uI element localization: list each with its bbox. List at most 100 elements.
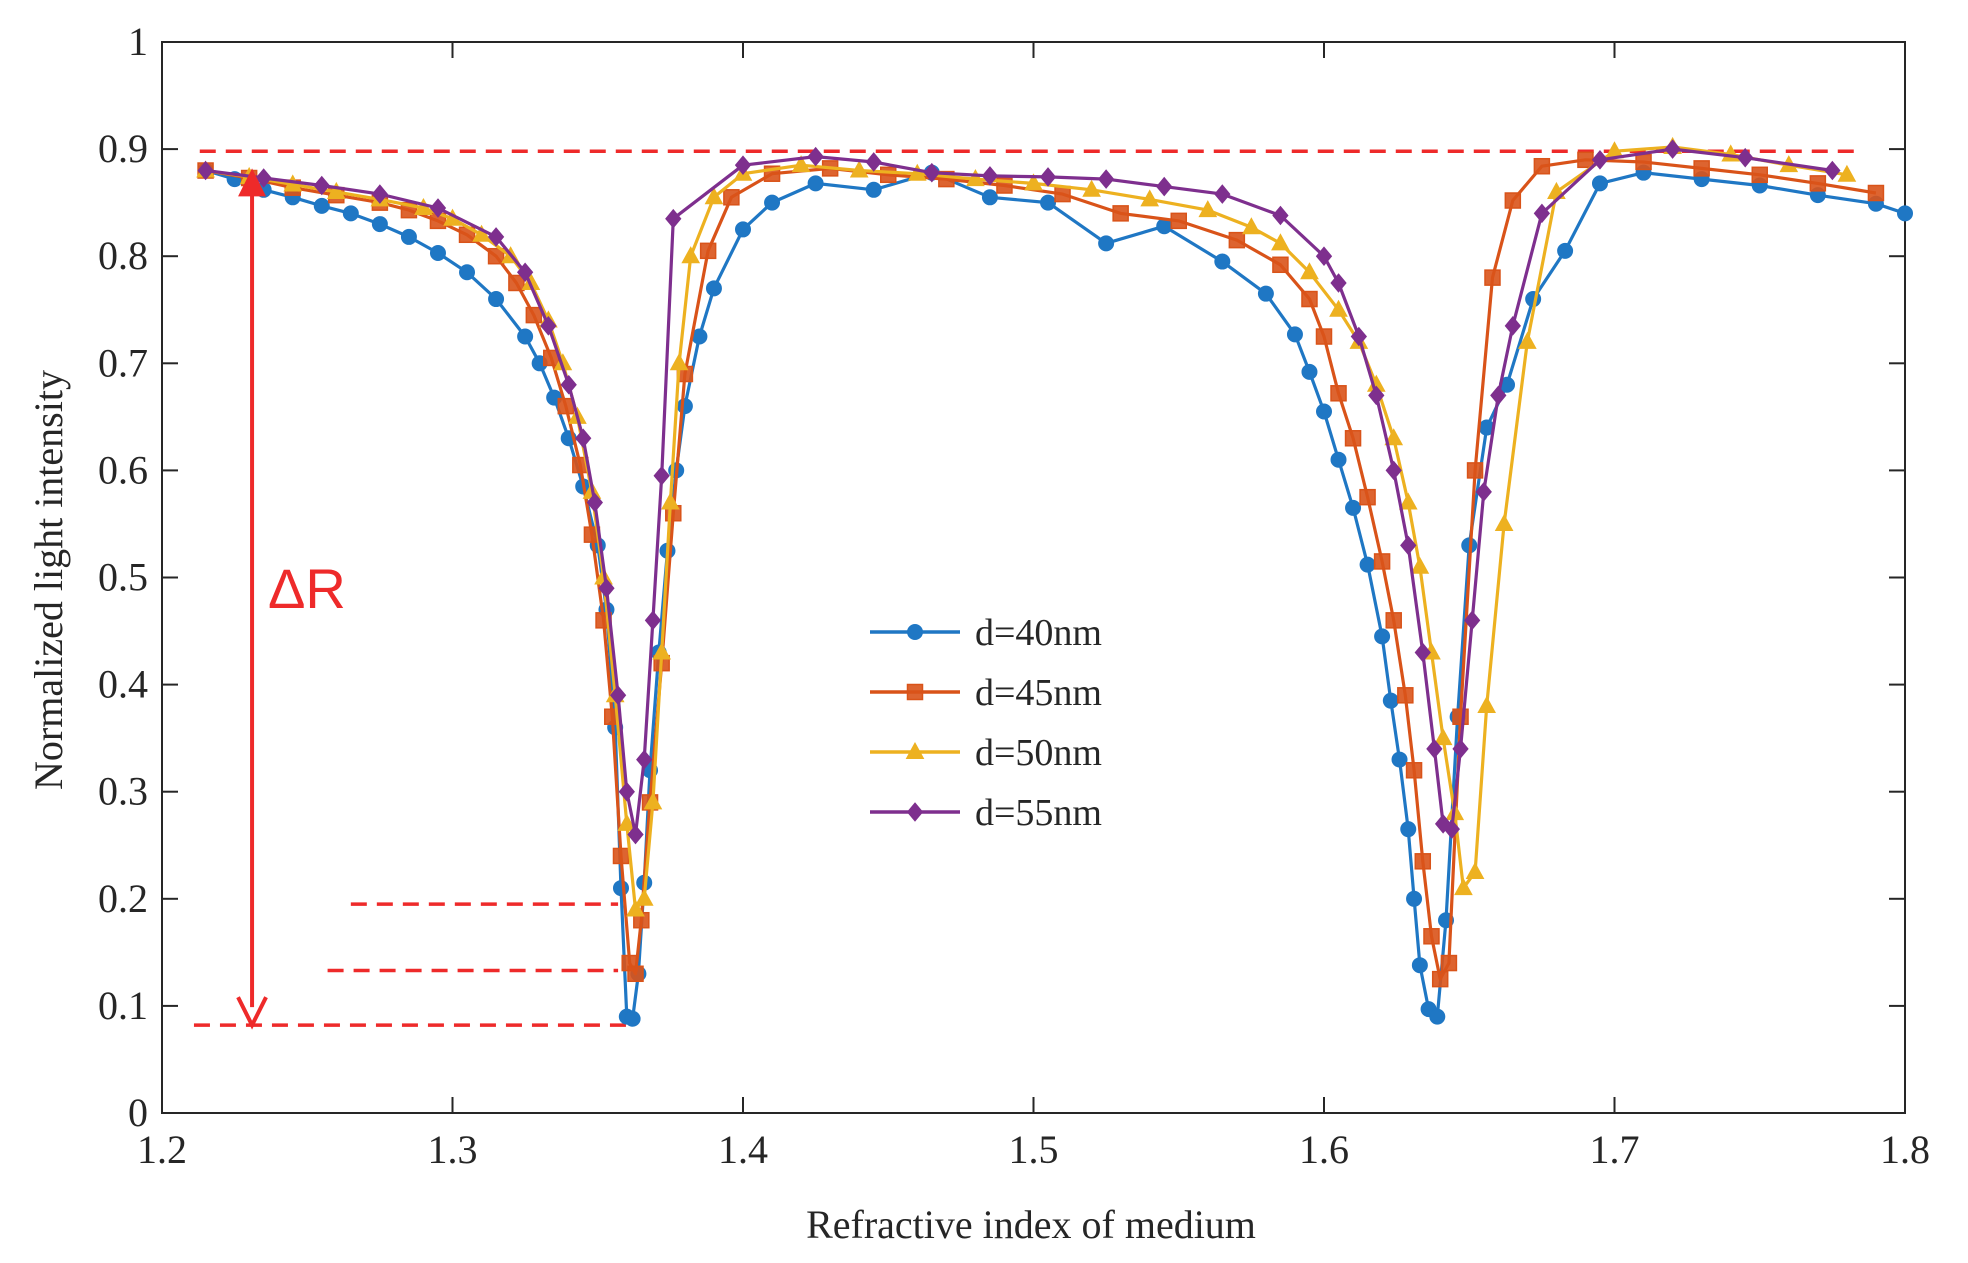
data-point xyxy=(1098,235,1115,252)
data-point xyxy=(626,899,645,917)
data-point xyxy=(1024,173,1043,191)
x-tick-label: 1.6 xyxy=(1299,1127,1349,1172)
data-point xyxy=(665,208,682,229)
y-tick-label: 0 xyxy=(128,1090,148,1135)
data-point xyxy=(1414,853,1432,870)
data-point xyxy=(1397,687,1414,704)
annotation-lines xyxy=(193,149,1856,1027)
arrow-head-up xyxy=(238,168,267,197)
data-point xyxy=(1452,708,1469,725)
data-point xyxy=(612,847,630,865)
data-point xyxy=(575,428,592,449)
data-point xyxy=(1228,231,1246,249)
data-point xyxy=(508,274,525,292)
data-point xyxy=(1330,273,1347,293)
data-point xyxy=(525,306,543,324)
data-point xyxy=(1368,385,1385,406)
x-tick-label: 1.3 xyxy=(428,1127,478,1172)
data-point xyxy=(1410,556,1430,574)
data-point xyxy=(634,888,654,906)
data-point xyxy=(1809,175,1827,192)
data-point xyxy=(557,397,575,415)
data-point xyxy=(1330,451,1347,468)
data-point xyxy=(609,685,627,706)
y-tick-label: 0.1 xyxy=(98,983,148,1028)
data-point xyxy=(1374,628,1391,645)
y-axis: 0 0.1 0.2 0.3 0.4 0.5 0.6 0.7 0.8 0.9 1 xyxy=(98,19,1905,1135)
data-point xyxy=(1837,164,1857,182)
data-point xyxy=(1271,233,1290,251)
y-tick-label: 0.3 xyxy=(98,769,148,814)
data-point xyxy=(1897,205,1913,222)
data-point xyxy=(1443,819,1460,839)
x-axis: 1.2 1.3 1.4 1.5 1.6 1.7 1.8 xyxy=(137,42,1930,1172)
data-point xyxy=(807,146,824,167)
data-point xyxy=(1533,157,1551,175)
data-point xyxy=(1097,169,1115,189)
data-point xyxy=(627,824,644,845)
data-point xyxy=(1405,762,1423,779)
data-point xyxy=(1464,610,1481,631)
x-tick-label: 1.5 xyxy=(1009,1127,1059,1172)
data-point xyxy=(612,880,629,897)
data-point xyxy=(1577,151,1594,169)
data-point xyxy=(1214,253,1231,270)
data-point xyxy=(517,328,534,345)
data-point xyxy=(459,264,476,281)
data-point xyxy=(923,162,940,183)
data-point xyxy=(807,175,824,192)
data-point xyxy=(669,353,689,371)
data-point xyxy=(1693,160,1710,177)
data-point xyxy=(540,316,557,336)
data-point xyxy=(586,492,603,513)
legend-item-d=40nm: d=40nm xyxy=(870,612,1102,654)
data-point xyxy=(905,741,925,759)
data-point xyxy=(487,227,505,247)
data-point xyxy=(636,749,653,770)
data-point xyxy=(1400,821,1417,838)
x-tick-label: 1.7 xyxy=(1590,1127,1640,1172)
data-point xyxy=(1382,692,1399,709)
legend-item-d=45nm: d=45nm xyxy=(870,672,1102,714)
data-point xyxy=(624,1010,641,1027)
data-point xyxy=(1385,460,1402,481)
data-point xyxy=(1315,246,1333,266)
data-point xyxy=(791,155,811,173)
data-point xyxy=(1398,492,1418,510)
data-point xyxy=(1477,695,1497,714)
data-point xyxy=(1400,535,1417,556)
legend-label: d=45nm xyxy=(975,672,1102,714)
data-point xyxy=(1040,194,1057,211)
x-axis-title: Refractive index of medium xyxy=(806,1202,1256,1247)
data-point xyxy=(1406,890,1423,907)
data-point xyxy=(880,166,897,184)
data-point xyxy=(1112,205,1129,222)
data-point xyxy=(1345,499,1362,516)
data-point xyxy=(1635,153,1652,171)
data-point xyxy=(1286,326,1303,343)
data-point xyxy=(723,189,740,206)
data-point xyxy=(1385,612,1402,629)
data-point xyxy=(1301,290,1318,308)
data-point xyxy=(255,168,272,188)
data-point xyxy=(1350,326,1368,347)
data-point xyxy=(1494,513,1514,531)
data-point xyxy=(342,205,359,222)
legend: d=40nm d=45nm d=50nm d=55nm xyxy=(870,612,1102,834)
data-point xyxy=(1054,185,1071,203)
data-point xyxy=(487,247,505,265)
data-point xyxy=(1591,175,1608,192)
data-point xyxy=(400,228,417,245)
data-point xyxy=(1867,184,1885,202)
data-point xyxy=(1475,482,1492,502)
data-point xyxy=(906,802,924,822)
data-point xyxy=(1272,256,1289,274)
data-point xyxy=(1384,428,1404,446)
delta-r-label: ΔR xyxy=(268,557,346,620)
data-point xyxy=(618,781,635,802)
data-point xyxy=(1518,331,1537,349)
data-point xyxy=(1423,928,1440,945)
data-point xyxy=(865,152,882,172)
x-tick-label: 1.2 xyxy=(137,1127,187,1172)
